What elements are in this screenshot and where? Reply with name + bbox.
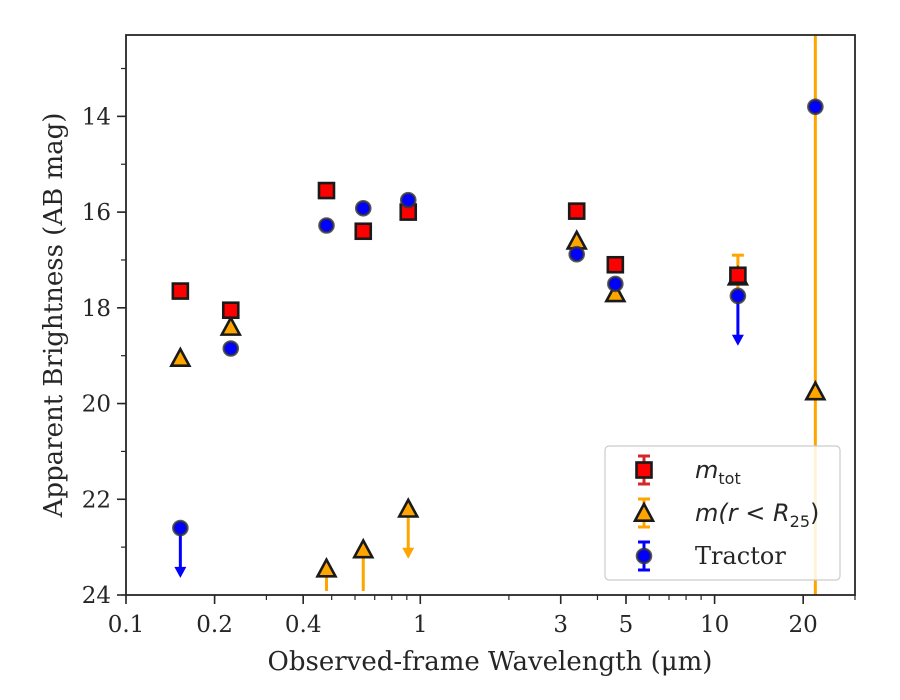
- x-tick-label: 0.2: [196, 612, 233, 638]
- legend-entry: m(r < R25): [632, 497, 819, 531]
- data-point: [397, 497, 420, 518]
- y-tick-label: 22: [82, 487, 111, 513]
- y-axis-label: Apparent Brightness (AB mag): [39, 113, 69, 519]
- data-point: [807, 98, 824, 116]
- legend-marker: [635, 461, 653, 479]
- legend-box: [604, 445, 841, 581]
- data-point: [606, 255, 625, 274]
- data-point: [222, 340, 240, 357]
- data-point: [568, 245, 586, 263]
- legend-label: m(r < R25): [695, 499, 819, 531]
- x-tick-label: 20: [789, 612, 818, 638]
- tick-layer: 0.1 0.2 0.4 1 3 5 10 20 14 16 18 20 22 24: [82, 67, 856, 638]
- x-tick-label: 10: [700, 612, 729, 638]
- data-point: [354, 199, 372, 217]
- data-point: [219, 315, 242, 336]
- data-point: [607, 275, 624, 293]
- data-point: [729, 287, 747, 305]
- y-tick-label: 16: [82, 200, 111, 226]
- data-point: [169, 346, 192, 368]
- data-point: [318, 217, 335, 234]
- x-tick-label: 0.4: [285, 612, 322, 638]
- x-tick-label: 0.1: [108, 612, 145, 638]
- x-axis-label: Observed-frame Wavelength (μm): [268, 647, 713, 677]
- legend-entry: Tractor: [635, 540, 786, 572]
- y-tick-label: 20: [82, 392, 111, 418]
- y-tick-label: 14: [82, 104, 111, 130]
- series-circle: [172, 98, 824, 578]
- legend-label: Tractor: [695, 542, 786, 570]
- x-tick-label: 5: [619, 612, 634, 638]
- legend: mtot m(r < R25) Tractor: [604, 445, 841, 581]
- data-point: [729, 266, 747, 285]
- data-point: [221, 301, 240, 320]
- legend-marker: [635, 547, 653, 565]
- legend-marker: [632, 501, 656, 522]
- series-triangle: [169, 35, 827, 595]
- legend-label: mtot: [695, 456, 741, 488]
- data-point: [354, 222, 373, 241]
- data-point: [352, 537, 375, 559]
- data-point: [317, 181, 336, 200]
- y-tick-label: 24: [82, 583, 111, 609]
- data-point: [804, 379, 827, 401]
- x-tick-label: 3: [553, 612, 568, 638]
- data-point: [567, 202, 586, 220]
- data-point: [172, 519, 189, 537]
- series-square: [171, 181, 747, 320]
- data-point: [315, 556, 338, 578]
- y-tick-label: 18: [82, 296, 111, 322]
- plot-frame: [125, 34, 856, 596]
- data-layer: [169, 35, 827, 595]
- x-tick-label: 1: [413, 612, 428, 638]
- data-point: [604, 281, 627, 303]
- data-point: [171, 282, 190, 300]
- legend-entry: mtot: [635, 454, 741, 488]
- data-point: [399, 191, 417, 209]
